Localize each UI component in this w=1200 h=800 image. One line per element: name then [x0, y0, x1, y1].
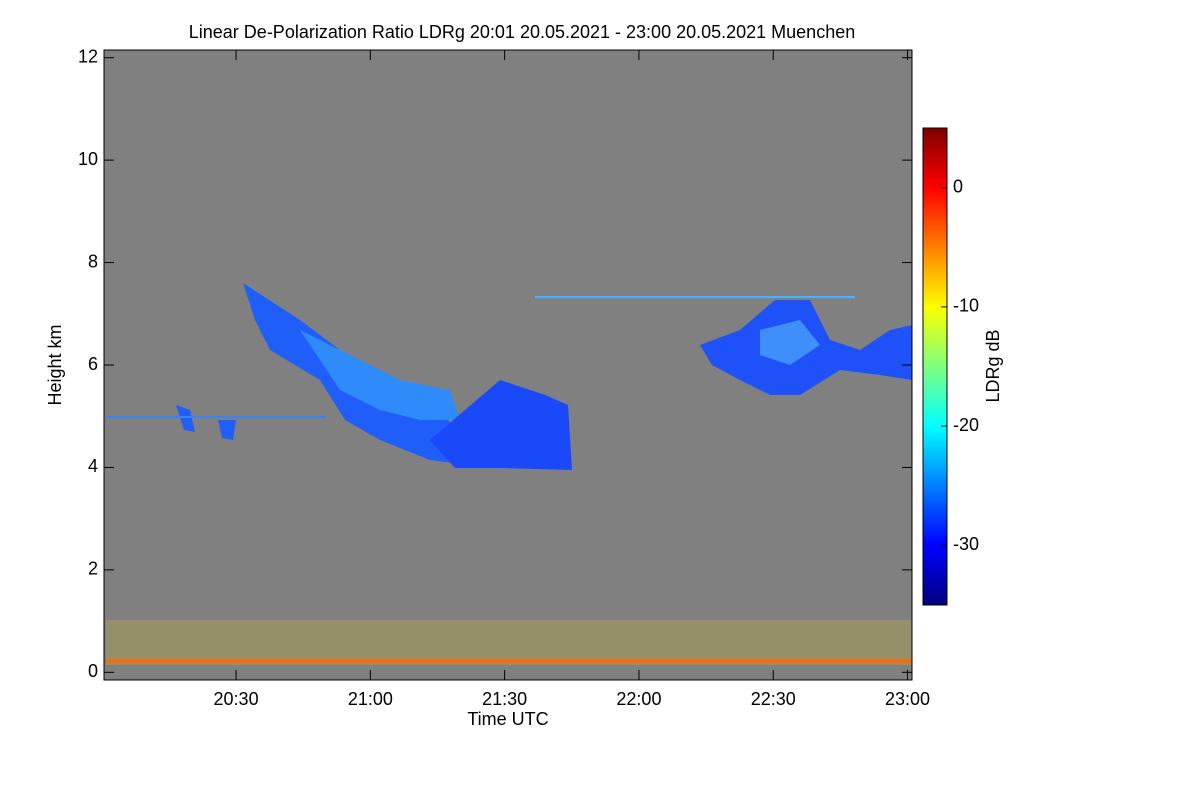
layer	[106, 659, 912, 663]
y-tick-label: 2	[88, 559, 98, 579]
chart-title: Linear De-Polarization Ratio LDRg 20:01 …	[189, 22, 855, 42]
colorbar-label: LDRg dB	[983, 329, 1003, 402]
cloud	[430, 380, 572, 470]
x-tick-label: 21:00	[348, 689, 393, 709]
x-tick-label: 22:30	[751, 689, 796, 709]
colorbar-tick-label: 0	[953, 176, 963, 196]
x-tick-label: 23:00	[885, 689, 930, 709]
noise	[106, 620, 912, 665]
colorbar-tick-label: -30	[953, 534, 979, 554]
y-tick-label: 0	[88, 661, 98, 681]
colorbar-tick-label: -20	[953, 415, 979, 435]
y-tick-label: 4	[88, 456, 98, 476]
colorbar-tick-label: -10	[953, 296, 979, 316]
cloud	[218, 420, 236, 440]
cloud	[300, 330, 460, 420]
colorbar	[922, 127, 948, 606]
cloud	[176, 405, 195, 432]
y-axis-label: Height km	[45, 324, 65, 405]
x-axis-label: Time UTC	[467, 709, 548, 729]
cloud	[760, 320, 820, 365]
y-tick-label: 8	[88, 251, 98, 271]
y-tick-label: 12	[78, 46, 98, 66]
x-tick-label: 20:30	[214, 689, 259, 709]
y-tick-label: 10	[78, 149, 98, 169]
x-tick-label: 21:30	[482, 689, 527, 709]
layer	[106, 416, 326, 418]
x-tick-label: 22:00	[616, 689, 661, 709]
layer	[535, 296, 855, 298]
y-tick-label: 6	[88, 354, 98, 374]
echo-layer	[106, 283, 912, 665]
